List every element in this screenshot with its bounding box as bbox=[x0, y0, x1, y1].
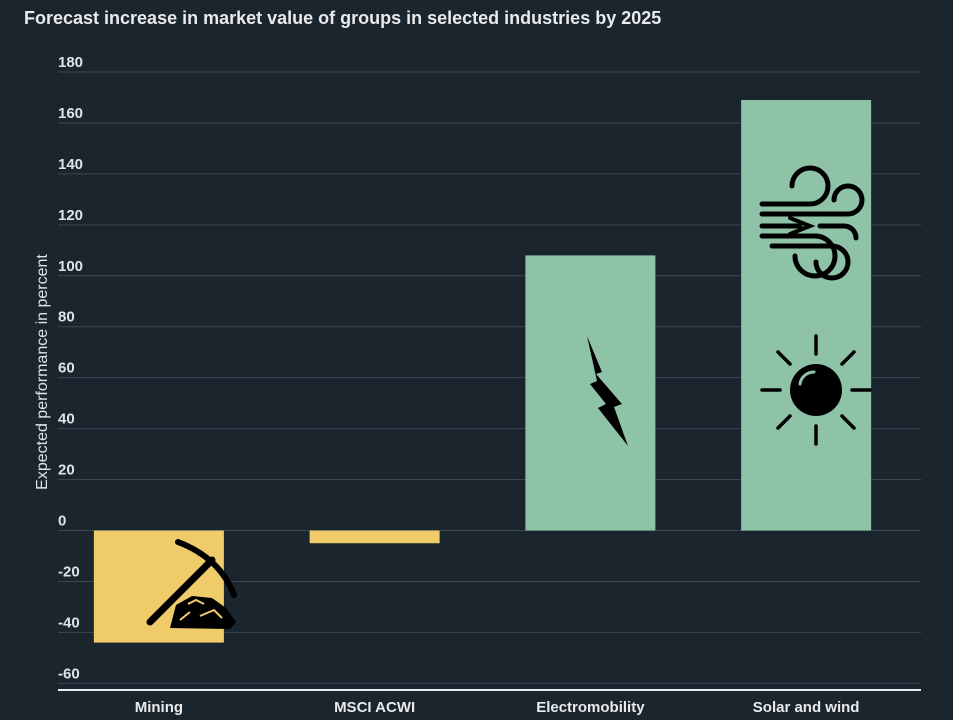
x-category-label: MSCI ACWI bbox=[334, 699, 415, 716]
bar-icons bbox=[146, 165, 872, 629]
chart-title: Forecast increase in market value of gro… bbox=[24, 8, 662, 28]
lightning-bolt-icon bbox=[587, 336, 628, 446]
y-tick-label: 140 bbox=[58, 156, 83, 173]
bar-msci-acwi bbox=[309, 530, 440, 544]
y-tick-label: 120 bbox=[58, 207, 83, 224]
pickaxe-ore-icon bbox=[146, 539, 237, 629]
y-tick-label: -20 bbox=[58, 563, 80, 580]
y-tick-label: -60 bbox=[58, 665, 80, 682]
wind-icon bbox=[759, 165, 865, 281]
y-tick-label: 100 bbox=[58, 258, 83, 275]
y-tick-label: -40 bbox=[58, 614, 80, 631]
y-tick-label: 20 bbox=[58, 462, 75, 479]
x-axis-labels: Mining MSCI ACWI Electromobility Solar and … bbox=[135, 699, 860, 716]
y-tick-label: 40 bbox=[58, 411, 75, 428]
x-category-label: Mining bbox=[135, 699, 183, 716]
x-category-label: Solar and wind bbox=[753, 699, 860, 716]
y-tick-label: 60 bbox=[58, 360, 75, 377]
y-tick-label: 0 bbox=[58, 513, 66, 530]
sun-icon bbox=[760, 334, 872, 446]
y-tick-label: 180 bbox=[58, 54, 83, 71]
bar-solar-and-wind bbox=[741, 100, 872, 531]
y-axis-ticks: 180 160 140 120 100 80 60 40 20 0 -20 -40 -60 bbox=[58, 54, 83, 682]
y-tick-label: 80 bbox=[58, 309, 75, 326]
bar-electromobility bbox=[525, 255, 656, 531]
y-axis-title: Expected performance in percent bbox=[34, 254, 51, 490]
x-category-label: Electromobility bbox=[536, 699, 645, 716]
y-tick-label: 160 bbox=[58, 105, 83, 122]
